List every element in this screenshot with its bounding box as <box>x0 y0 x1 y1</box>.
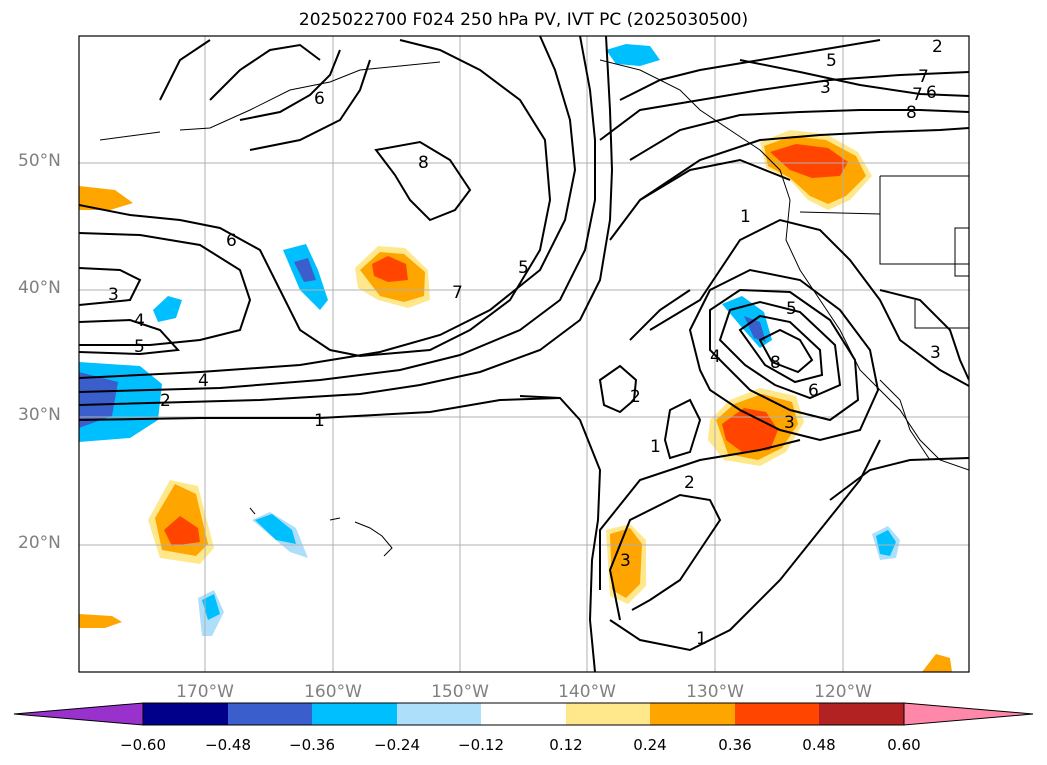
lon-label: 140°W <box>558 682 616 702</box>
coastlines <box>99 59 969 557</box>
contour-label: 5 <box>134 337 145 357</box>
colorbar-segment <box>735 703 819 725</box>
contour-label: 3 <box>620 551 631 571</box>
colorbar-tick-label: 0.48 <box>802 736 836 754</box>
contour-label: 6 <box>226 231 237 251</box>
lon-label: 150°W <box>431 682 489 702</box>
colorbar-segment <box>143 703 228 725</box>
contour-label: 2 <box>630 387 641 407</box>
contour-label: 1 <box>696 629 707 649</box>
contour-label: 1 <box>650 437 661 457</box>
contour-label: 3 <box>108 285 119 305</box>
pv-contours <box>79 36 969 672</box>
colorbar-segment <box>819 703 904 725</box>
contour-label: 8 <box>906 103 917 123</box>
contour-label: 4 <box>710 347 721 367</box>
contour-label: 6 <box>926 83 937 103</box>
colorbar-tick-label: 0.60 <box>887 736 921 754</box>
lon-label: 170°W <box>176 682 234 702</box>
colorbar-tick-label: −0.12 <box>458 736 504 754</box>
contour-label: 2 <box>932 37 943 57</box>
contour-label: 2 <box>684 473 695 493</box>
lat-label: 40°N <box>18 278 61 298</box>
contour-label: 3 <box>784 413 795 433</box>
colorbar-tick-label: −0.60 <box>120 736 166 754</box>
lon-label: 130°W <box>686 682 744 702</box>
contour-label: 1 <box>740 207 751 227</box>
contour-label: 6 <box>314 89 325 109</box>
contour-label: 7 <box>912 85 923 105</box>
anomaly-fills <box>79 44 952 672</box>
contour-labels: 3 4 5 6 7 8 1 2 3 4 5 6 7 8 1 2 3 4 5 6 … <box>108 37 943 649</box>
lat-label: 20°N <box>18 533 61 553</box>
colorbar-tick-label: 0.12 <box>549 736 583 754</box>
colorbar-tick-label: 0.24 <box>633 736 667 754</box>
contour-label: 3 <box>820 78 831 98</box>
colorbar-segment <box>397 703 481 725</box>
lon-label: 120°W <box>814 682 872 702</box>
contour-label: 5 <box>518 258 529 278</box>
colorbar-segment <box>481 703 566 725</box>
map-title: 2025022700 F024 250 hPa PV, IVT PC (2025… <box>298 10 749 30</box>
graticule <box>79 36 969 672</box>
contour-label: 5 <box>786 299 797 319</box>
colorbar-tick-label: −0.36 <box>289 736 335 754</box>
contour-label: 4 <box>198 371 209 391</box>
lon-label: 160°W <box>304 682 362 702</box>
contour-label: 1 <box>314 411 325 431</box>
contour-label: 7 <box>452 283 463 303</box>
contour-label: 5 <box>826 51 837 71</box>
colorbar-tick-label: −0.24 <box>374 736 420 754</box>
contour-label: 4 <box>134 311 145 331</box>
colorbar-extend-right <box>903 702 1034 726</box>
colorbar-segment <box>566 703 650 725</box>
colorbar-tick-label: 0.36 <box>718 736 752 754</box>
colorbar-segment <box>650 703 735 725</box>
map-frame <box>78 35 970 673</box>
contour-label: 8 <box>418 153 429 173</box>
contour-label: 7 <box>918 67 929 87</box>
lat-label: 50°N <box>18 151 61 171</box>
colorbar-segment <box>312 703 397 725</box>
colorbar-extend-left <box>13 702 144 726</box>
lat-label: 30°N <box>18 405 61 425</box>
contour-label: 2 <box>160 391 171 411</box>
colorbar-segment <box>228 703 312 725</box>
colorbar <box>13 702 1034 726</box>
colorbar-tick-label: −0.48 <box>205 736 251 754</box>
contour-label: 6 <box>808 381 819 401</box>
contour-label: 8 <box>770 353 781 373</box>
contour-label: 3 <box>930 343 941 363</box>
